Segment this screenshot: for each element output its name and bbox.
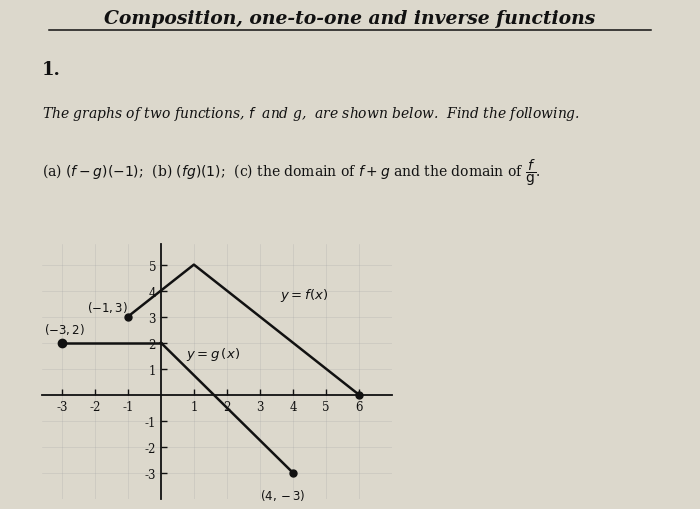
Text: $(-3, 2)$: $(-3, 2)$ (43, 322, 85, 336)
Text: $(-1, 3)$: $(-1, 3)$ (87, 299, 127, 315)
Text: Composition, one-to-one and inverse functions: Composition, one-to-one and inverse func… (104, 10, 596, 28)
Text: $(4, -3)$: $(4, -3)$ (260, 487, 305, 502)
Text: $y=g\,(x)$: $y=g\,(x)$ (186, 345, 239, 362)
Text: $y=f(x)$: $y=f(x)$ (280, 287, 328, 304)
Text: The graphs of two functions, $f$  and g,  are shown below.  Find the following.: The graphs of two functions, $f$ and g, … (42, 104, 580, 122)
Text: 1.: 1. (42, 61, 61, 79)
Text: (a) $(f-g)(-1)$;  (b) $(fg)(1)$;  (c) the domain of $f+g$ and the domain of $\df: (a) $(f-g)(-1)$; (b) $(fg)(1)$; (c) the … (42, 158, 541, 188)
